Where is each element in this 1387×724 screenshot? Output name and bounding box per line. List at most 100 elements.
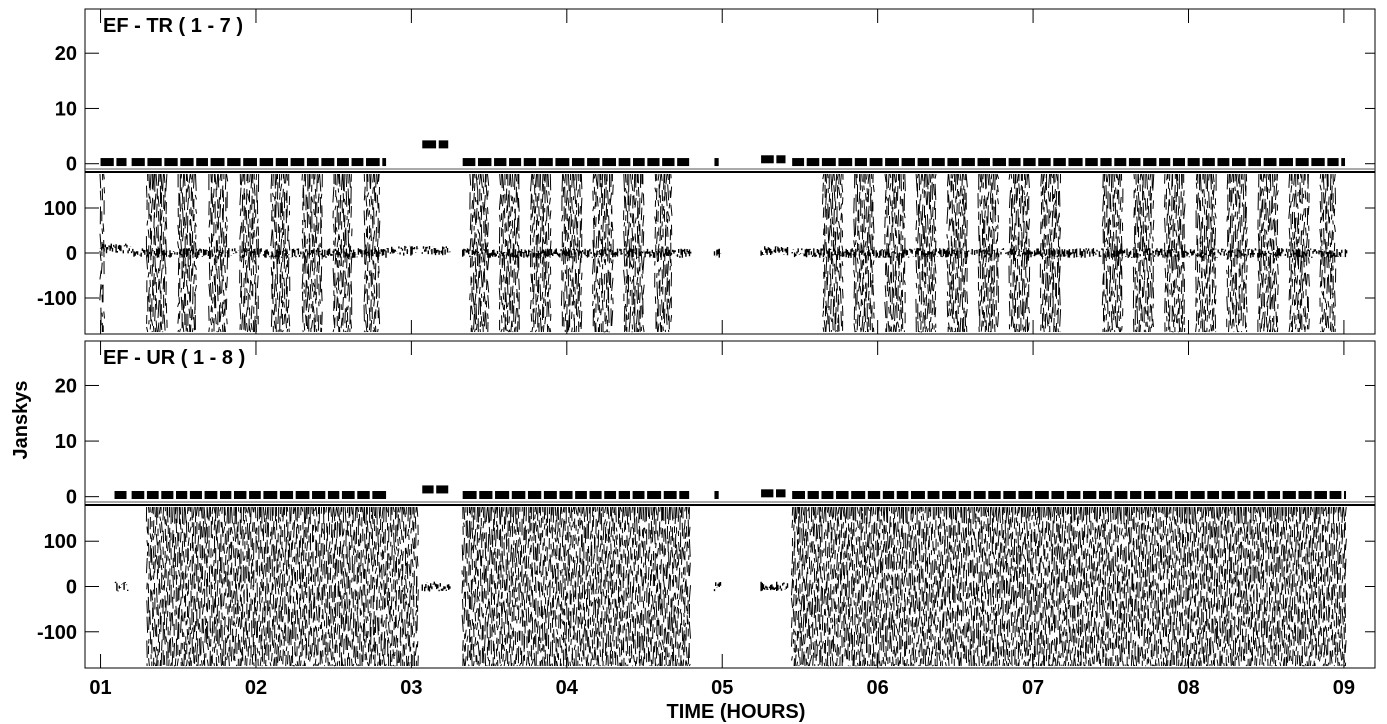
phase-noisy-band bbox=[623, 173, 645, 333]
amplitude-scan-mark bbox=[1231, 158, 1246, 167]
amplitude-scan-mark bbox=[555, 158, 570, 167]
amplitude-scan-mark bbox=[1267, 490, 1281, 499]
amplitude-frame bbox=[84, 8, 1376, 173]
amplitude-scan-mark bbox=[851, 490, 866, 499]
phase-noisy-band bbox=[1008, 173, 1031, 333]
phase-noisy-band bbox=[529, 173, 552, 333]
amplitude-scan-mark bbox=[927, 490, 940, 499]
amplitude-scan-mark bbox=[290, 158, 305, 167]
amplitude-scan-mark bbox=[131, 490, 145, 499]
amplitude-scan-mark bbox=[1248, 158, 1262, 167]
phase-quiet-series bbox=[130, 248, 388, 258]
phase-frame bbox=[84, 504, 1376, 669]
amplitude-scan-mark bbox=[961, 158, 975, 167]
amplitude-scan-mark bbox=[357, 490, 370, 499]
amplitude-scan-mark bbox=[100, 158, 114, 167]
phase-noisy-band bbox=[822, 173, 844, 333]
amplitude-scan-mark bbox=[1341, 158, 1346, 167]
x-tick-label: 08 bbox=[1177, 677, 1199, 699]
phase-noisy-band bbox=[592, 173, 614, 333]
phase-quiet-series bbox=[760, 246, 789, 256]
phase-quiet-series bbox=[760, 581, 789, 592]
phase-quiet-series bbox=[387, 245, 419, 256]
amplitude-scan-mark bbox=[1202, 158, 1215, 167]
panel-title: EF - TR ( 1 - 7 ) bbox=[103, 15, 243, 37]
phase-y-tick-label: -100 bbox=[37, 288, 77, 310]
amplitude-scan-mark bbox=[821, 158, 836, 167]
phase-noisy-band bbox=[915, 173, 937, 333]
phase-noisy-band bbox=[301, 173, 323, 333]
phase-y-tick-label: 100 bbox=[44, 531, 77, 553]
panel-1: 0 10 20 100 0 -100 EF - TR ( 1 - 7 ) bbox=[37, 8, 1376, 335]
phase-y-tick-label: 0 bbox=[66, 577, 77, 599]
amplitude-scan-mark bbox=[821, 490, 834, 499]
amplitude-scan-mark bbox=[1023, 158, 1036, 167]
amplitude-scan-mark bbox=[180, 158, 194, 167]
amplitude-scan-mark bbox=[1098, 490, 1112, 499]
amplitude-scan-mark bbox=[1298, 490, 1312, 499]
amplitude-scan-mark bbox=[901, 158, 915, 167]
phase-noisy-band bbox=[654, 173, 673, 333]
phase-y-tick-label: 0 bbox=[66, 243, 77, 265]
amplitude-scan-mark bbox=[1158, 490, 1173, 499]
amplitude-scan-mark bbox=[1066, 490, 1081, 499]
amplitude-scan-mark bbox=[647, 158, 660, 167]
amplitude-scan-mark bbox=[196, 158, 208, 167]
amplitude-scan-mark bbox=[714, 490, 719, 499]
amplitude-scan-mark bbox=[249, 490, 261, 499]
amplitude-scan-mark bbox=[559, 490, 573, 499]
x-tick-label: 06 bbox=[867, 677, 889, 699]
amplitude-scan-mark bbox=[116, 158, 127, 167]
panel-title: EF - UR ( 1 - 8 ) bbox=[103, 347, 245, 369]
amplitude-scan-mark bbox=[1187, 158, 1200, 167]
amplitude-scan-mark bbox=[1051, 490, 1065, 499]
amplitude-scan-mark bbox=[776, 155, 786, 164]
amplitude-scan-mark bbox=[538, 158, 553, 167]
amplitude-scan-mark bbox=[633, 158, 645, 167]
amplitude-scan-mark bbox=[436, 485, 449, 494]
phase-noisy-band bbox=[1257, 173, 1279, 333]
amplitude-scan-mark bbox=[366, 158, 380, 167]
amplitude-scan-mark bbox=[663, 490, 677, 499]
amplitude-scan-mark bbox=[838, 158, 853, 167]
amplitude-scan-mark bbox=[882, 490, 895, 499]
phase-y-tick-label: -100 bbox=[37, 622, 77, 644]
amplitude-y-tick-label: 20 bbox=[55, 43, 77, 65]
amplitude-scan-mark bbox=[1221, 490, 1235, 499]
x-axis-title: TIME (HOURS) bbox=[667, 701, 806, 723]
amplitude-scan-mark bbox=[422, 140, 437, 149]
amplitude-frame bbox=[84, 340, 1376, 506]
amplitude-scan-mark bbox=[1130, 490, 1142, 499]
amplitude-scan-mark bbox=[523, 158, 537, 167]
amplitude-scan-mark bbox=[1053, 158, 1066, 167]
y-axis-label-group: Janskys bbox=[10, 381, 32, 460]
amplitude-scan-mark bbox=[977, 158, 990, 167]
amplitude-scan-mark bbox=[1207, 490, 1220, 499]
amplitude-scan-mark bbox=[587, 158, 600, 167]
x-tick-label: 09 bbox=[1333, 677, 1355, 699]
amplitude-scan-mark bbox=[885, 158, 899, 167]
phase-noisy-band bbox=[99, 173, 105, 333]
amplitude-scan-mark bbox=[1217, 158, 1230, 167]
phase-noisy-band bbox=[560, 173, 583, 333]
amplitude-scan-mark bbox=[602, 158, 617, 167]
amplitude-scan-mark bbox=[575, 490, 587, 499]
amplitude-scan-mark bbox=[1172, 158, 1186, 167]
amplitude-scan-mark bbox=[679, 490, 690, 499]
amplitude-scan-mark bbox=[511, 490, 526, 499]
amplitude-scan-mark bbox=[1174, 490, 1188, 499]
amplitude-scan-mark bbox=[917, 158, 930, 167]
phase-quiet-series bbox=[421, 581, 451, 592]
amplitude-scan-mark bbox=[792, 490, 805, 499]
amplitude-scan-mark bbox=[632, 490, 645, 499]
phase-quiet-series bbox=[113, 581, 129, 592]
amplitude-scan-mark bbox=[227, 158, 241, 167]
amplitude-scan-mark bbox=[1085, 158, 1098, 167]
phase-noisy-band bbox=[461, 506, 691, 667]
amplitude-scan-mark bbox=[1311, 158, 1325, 167]
amplitude-scan-mark bbox=[618, 490, 630, 499]
amplitude-scan-mark bbox=[854, 158, 867, 167]
amplitude-scan-mark bbox=[571, 158, 585, 167]
